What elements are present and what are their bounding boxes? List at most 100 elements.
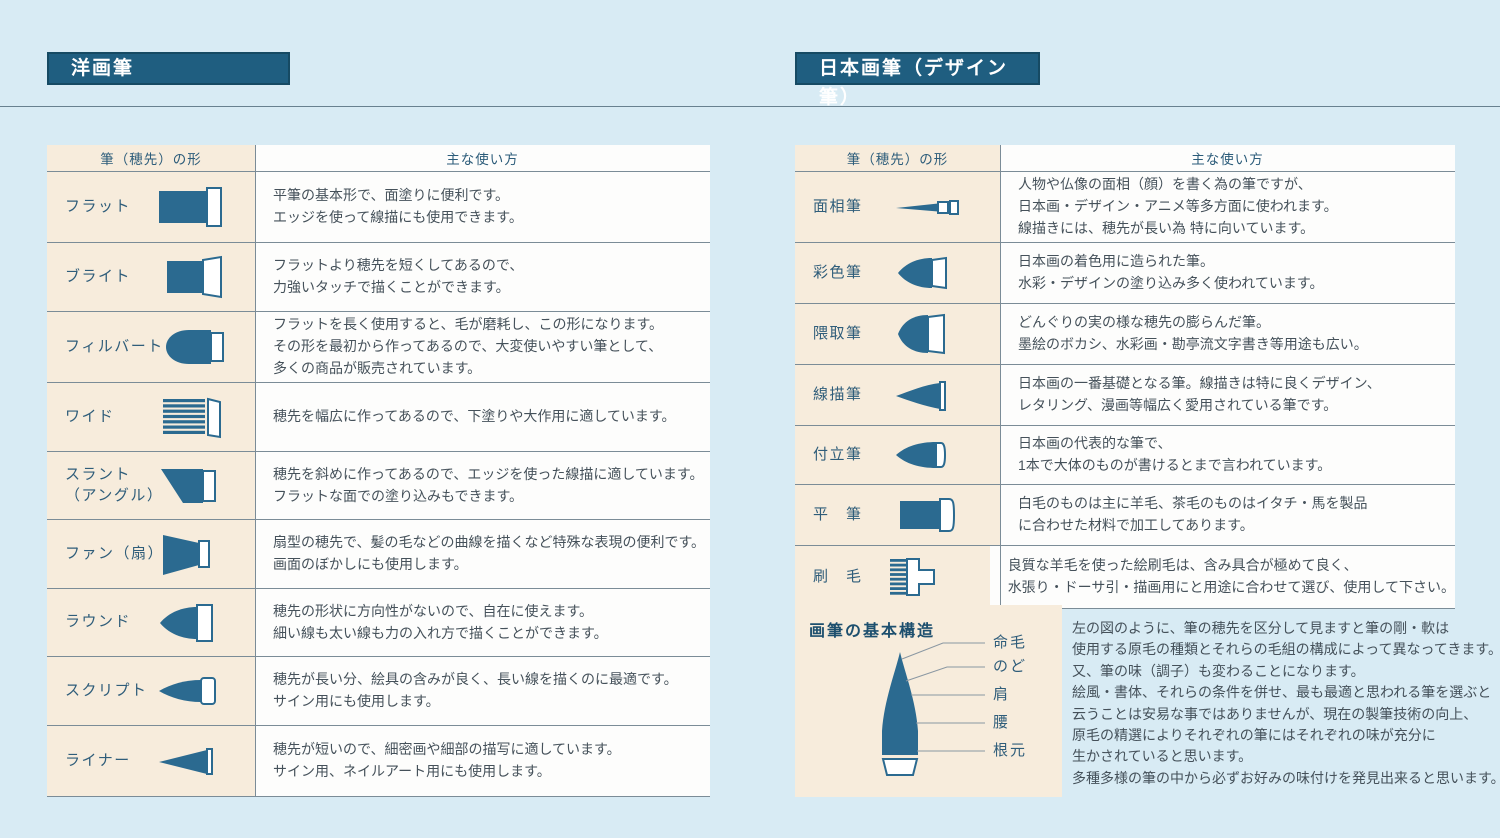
brush-usage-text: 白毛のものは主に羊毛、茶毛のものはイタチ・馬を製品 に合わせた材料で加工してあり…: [1000, 485, 1455, 545]
column-header-usage: 主な使い方: [1000, 145, 1455, 171]
brush-name: スクリプト: [65, 681, 148, 699]
section-title-japanese-brushes: 日本画筆（デザイン筆）: [795, 52, 1040, 108]
anatomy-label-nodo: のど: [993, 658, 1028, 675]
flat-brush-icon: [159, 187, 222, 227]
column-header-shape: 筆（穂先）の形: [47, 145, 255, 171]
brush-usage-text: 穂先の形状に方向性がないので、自在に使えます。 細い線も太い線も力の入れ方で描く…: [255, 589, 710, 656]
table-row-round: ラウンド 穂先の形状に方向性がないので、自在に使えます。 細い線も太い線も力の入…: [47, 588, 710, 656]
brush-name: ワイド: [65, 407, 115, 425]
table-row-hake: 刷 毛 良質な羊毛を使った絵刷毛は、含み具合が極めて良く、 水張り・ドーサ引・描…: [795, 545, 1455, 608]
fan-brush-icon: [163, 535, 210, 575]
shape-cell: フラット: [47, 172, 255, 242]
brush-usage-text: 良質な羊毛を使った絵刷毛は、含み具合が極めて良く、 水張り・ドーサ引・描画用にと…: [989, 546, 1455, 608]
brush-name: スラント （アングル）: [65, 466, 164, 504]
brush-usage-text: 日本画の代表的な筆で、 1本で大体のものが書けるとまで言われています。: [1000, 426, 1455, 484]
column-divider: [1000, 145, 1001, 608]
anatomy-title: 画筆の基本構造: [809, 623, 936, 640]
brush-usage-text: どんぐりの実の様な穂先の膨らんだ筆。 墨絵のボカシ、水彩画・勘亭流文字書き等用途…: [1000, 304, 1455, 364]
brush-usage-text: フラットを長く使用すると、毛が磨耗し、この形になります。 その形を最初から作って…: [255, 312, 710, 382]
brush-name: 隈取筆: [813, 324, 863, 342]
brush-usage-text: 日本画の着色用に造られた筆。 水彩・デザインの塗り込み多く使われています。: [1000, 243, 1455, 303]
table-row-liner: ライナー 穂先が短いので、細密画や細部の描写に適しています。 サイン用、ネイルア…: [47, 725, 710, 796]
table-row-filbert: フィルバート フラットを長く使用すると、毛が磨耗し、この形になります。 その形を…: [47, 311, 710, 382]
table-row-flat: フラット 平筆の基本形で、面塗りに便利です。 エッジを使って線描にも使用できます…: [47, 171, 710, 242]
brush-anatomy-panel: 画筆の基本構造 命毛 のど 肩 腰 根元: [795, 605, 1062, 797]
shape-cell: フィルバート: [47, 312, 255, 382]
brush-name: 線描筆: [813, 385, 863, 403]
brush-usage-text: 日本画の一番基礎となる筆。線描きは特に良くデザイン、 レタリング、漫画等幅広く愛…: [1000, 365, 1455, 425]
brush-name: 彩色筆: [813, 263, 863, 281]
shape-cell: 彩色筆: [795, 243, 1000, 303]
shape-cell: 線描筆: [795, 365, 1000, 425]
table-row-fan: ファン（扇） 扇型の穂先で、髪の毛などの曲線を描くなど特殊な表現の便利です。 画…: [47, 519, 710, 588]
brush-name: 付立筆: [813, 445, 863, 463]
wide-brush-icon: [163, 397, 221, 439]
brush-name: ラウンド: [65, 613, 132, 631]
hira-brush-icon: [900, 498, 956, 532]
brush-usage-text: 扇型の穂先で、髪の毛などの曲線を描くなど特殊な表現の便利です。 画面のぼかしにも…: [255, 520, 710, 588]
brush-name: 刷 毛: [813, 567, 863, 585]
column-header-usage: 主な使い方: [255, 145, 710, 171]
kumadori-brush-icon: [898, 313, 945, 355]
brush-usage-text: 穂先が長い分、絵具の含みが良く、長い線を描くのに最適です。 サイン用にも使用しま…: [255, 657, 710, 725]
table-row-bright: ブライト フラットより穂先を短くしてあるので、 力強いタッチで描くことができます…: [47, 242, 710, 311]
brush-name: 面相筆: [813, 197, 863, 215]
hake-brush-icon: [889, 558, 935, 596]
table-row-wide: ワイド 穂先を幅広に作ってあるので、下塗りや大作用に適しています。: [47, 382, 710, 451]
brush-name: フラット: [65, 197, 132, 215]
table-row-slant: スラント （アングル） 穂先を斜めに作ってあるので、エッジを使った線描に適してい…: [47, 451, 710, 519]
shape-cell: ファン（扇）: [47, 520, 255, 588]
anatomy-label-inochige: 命毛: [993, 634, 1028, 651]
shape-cell: ラウンド: [47, 589, 255, 656]
column-header-shape: 筆（穂先）の形: [795, 145, 1000, 171]
round-brush-icon: [160, 603, 213, 642]
section-title-western-brushes: 洋画筆: [47, 52, 290, 85]
shape-cell: 面相筆: [795, 172, 1000, 242]
table-row-saishiki: 彩色筆 日本画の着色用に造られた筆。 水彩・デザインの塗り込み多く使われています…: [795, 242, 1455, 303]
shape-cell: ライナー: [47, 726, 255, 796]
table-row-kumadori: 隈取筆 どんぐりの実の様な穂先の膨らんだ筆。 墨絵のボカシ、水彩画・勘亭流文字書…: [795, 303, 1455, 364]
table-header-row: 筆（穂先）の形 主な使い方: [795, 145, 1455, 171]
mensou-brush-icon: [896, 200, 959, 215]
anatomy-label-nemoto: 根元: [993, 742, 1028, 759]
brush-name: フィルバート: [65, 337, 164, 355]
table-header-row: 筆（穂先）の形 主な使い方: [47, 145, 710, 171]
brush-usage-text: フラットより穂先を短くしてあるので、 力強いタッチで描くことができます。: [255, 243, 710, 311]
slant-brush-icon: [161, 468, 216, 503]
anatomy-description: 左の図のように、筆の穂先を区分して見ますと筆の剛・軟は 使用する原毛の種類とそれ…: [1072, 620, 1500, 786]
brush-name: 平 筆: [813, 505, 863, 523]
table-row-tsuketate: 付立筆 日本画の代表的な筆で、 1本で大体のものが書けるとまで言われています。: [795, 425, 1455, 484]
anatomy-label-koshi: 腰: [993, 714, 1011, 731]
shape-cell: スクリプト: [47, 657, 255, 725]
brush-name: ブライト: [65, 267, 132, 285]
brush-name: ライナー: [65, 751, 131, 769]
shape-cell: 刷 毛: [795, 546, 990, 608]
filbert-brush-icon: [166, 330, 224, 364]
script-brush-icon: [159, 677, 216, 705]
anatomy-label-kata: 肩: [993, 686, 1011, 703]
shape-cell: スラント （アングル）: [47, 452, 255, 519]
brush-anatomy-diagram-icon: [881, 642, 985, 776]
shape-cell: ブライト: [47, 243, 255, 311]
brush-usage-text: 平筆の基本形で、面塗りに便利です。 エッジを使って線描にも使用できます。: [255, 172, 710, 242]
brush-usage-text: 穂先を幅広に作ってあるので、下塗りや大作用に適しています。: [255, 383, 710, 451]
header-divider: [0, 106, 1500, 107]
table-row-hira: 平 筆 白毛のものは主に羊毛、茶毛のものはイタチ・馬を製品 に合わせた材料で加工…: [795, 484, 1455, 545]
brush-usage-text: 人物や仏像の面相（顔）を書く為の筆ですが、 日本画・デザイン・アニメ等多方面に使…: [1000, 172, 1455, 242]
senbyou-brush-icon: [896, 381, 946, 411]
western-brush-table: 筆（穂先）の形 主な使い方 フラット 平筆の基本形で、面塗りに便利です。 エッジ…: [47, 145, 710, 797]
shape-cell: 付立筆: [795, 426, 1000, 484]
table-row-mensou: 面相筆 人物や仏像の面相（顔）を書く為の筆ですが、 日本画・デザイン・アニメ等多…: [795, 171, 1455, 242]
shape-cell: 隈取筆: [795, 304, 1000, 364]
brush-usage-text: 穂先を斜めに作ってあるので、エッジを使った線描に適しています。 フラットな面での…: [255, 452, 710, 519]
shape-cell: ワイド: [47, 383, 255, 451]
brush-name: ファン（扇）: [65, 544, 165, 562]
shape-cell: 平 筆: [795, 485, 1000, 545]
japanese-brush-table: 筆（穂先）の形 主な使い方 面相筆 人物や仏像の面相（顔）を書く為の筆ですが、 …: [795, 145, 1455, 609]
liner-brush-icon: [159, 748, 213, 775]
saishiki-brush-icon: [898, 256, 947, 290]
brush-usage-text: 穂先が短いので、細密画や細部の描写に適しています。 サイン用、ネイルアート用にも…: [255, 726, 710, 796]
table-row-senbyou: 線描筆 日本画の一番基礎となる筆。線描きは特に良くデザイン、 レタリング、漫画等…: [795, 364, 1455, 425]
table-row-script: スクリプト 穂先が長い分、絵具の含みが良く、長い線を描くのに最適です。 サイン用…: [47, 656, 710, 725]
